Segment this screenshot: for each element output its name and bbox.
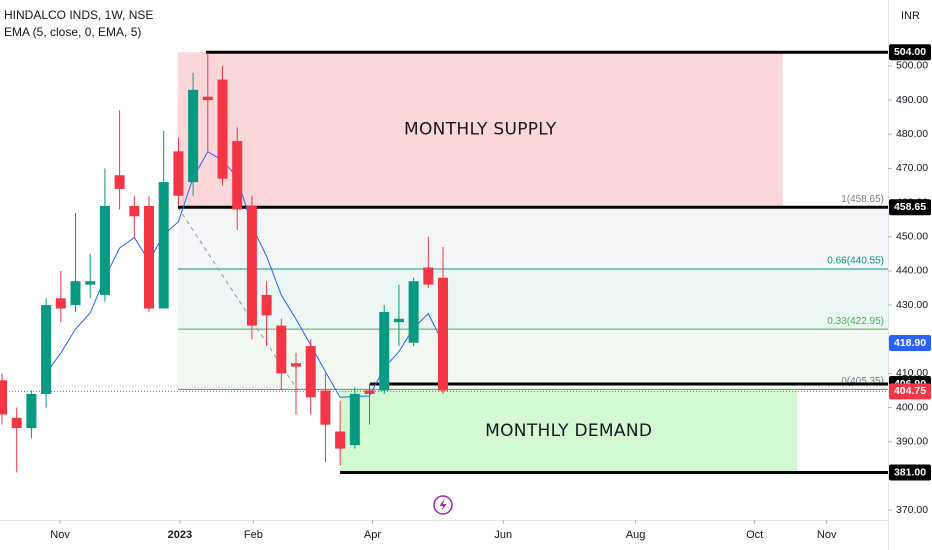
candle-body xyxy=(85,281,96,285)
fib-label: 0.33(422.95) xyxy=(827,316,884,327)
x-tick-label: Nov xyxy=(817,529,837,541)
x-tick-label: Feb xyxy=(244,529,263,541)
candle-body xyxy=(11,417,22,429)
icon-bolt[interactable] xyxy=(439,499,447,511)
plot: 1(458.65) 0.66(440.55) 0.33(422.95) 0(405.3… xyxy=(0,50,888,475)
price-label-box xyxy=(889,199,931,216)
y-tick-label: 490.00 xyxy=(896,94,928,106)
y-tick-label: 480.00 xyxy=(896,128,928,140)
candle-body xyxy=(202,96,213,101)
candle-body xyxy=(379,311,390,391)
candle-body xyxy=(26,393,37,429)
candle-body xyxy=(276,325,287,374)
fib-label: 0.66(440.55) xyxy=(827,256,884,267)
candle-body xyxy=(438,277,449,391)
price-label: 458.65 xyxy=(894,201,926,213)
candle-body xyxy=(129,206,140,217)
axis-unit: INR xyxy=(901,10,920,22)
candle-body xyxy=(114,175,125,189)
ema-line xyxy=(45,151,444,398)
zone-label: MONTHLY SUPPLY xyxy=(404,120,557,140)
y-tick-label: 500.00 xyxy=(896,60,928,72)
fib-fill xyxy=(177,207,888,270)
price-label-box xyxy=(889,464,931,481)
x-tick-label: Nov xyxy=(50,529,70,541)
y-tick-label: 450.00 xyxy=(896,231,928,243)
price-label: 404.75 xyxy=(894,385,926,397)
zone-label: MONTHLY DEMAND xyxy=(485,421,652,441)
y-tick-label: 430.00 xyxy=(896,299,928,311)
candle-body xyxy=(320,390,331,425)
candle-body xyxy=(261,294,272,316)
candle-body xyxy=(393,318,404,323)
candle-body xyxy=(173,151,184,196)
x-tick-label: 2023 xyxy=(168,529,192,541)
y-tick-label: 390.00 xyxy=(896,436,928,448)
candle-body xyxy=(246,206,257,326)
candle-body xyxy=(349,393,360,446)
candle-body xyxy=(232,141,243,210)
price-label: 504.00 xyxy=(894,46,926,58)
indicator-label: EMA (5, close, 0, EMA, 5) xyxy=(4,25,141,39)
price-label: 418.90 xyxy=(894,337,926,349)
lightning-icon[interactable] xyxy=(433,495,453,515)
candle-body xyxy=(335,431,346,449)
candle-body xyxy=(408,281,419,343)
x-tick-label: Aug xyxy=(626,529,646,541)
candle-body xyxy=(70,281,81,306)
candle-body xyxy=(364,390,375,394)
candle-body xyxy=(41,305,52,394)
y-tick-label: 370.00 xyxy=(896,504,928,516)
x-tick-label: Jun xyxy=(494,529,512,541)
price-label: 381.00 xyxy=(894,466,926,478)
price-label-box xyxy=(889,44,931,61)
fib-label: 0(405.35) xyxy=(841,376,884,387)
price-label-box xyxy=(889,335,931,352)
candle-body xyxy=(305,346,316,398)
y-tick-label: 470.00 xyxy=(896,162,928,174)
candle-body xyxy=(188,89,199,183)
candle-body xyxy=(144,206,155,309)
candle-body xyxy=(217,79,228,179)
candle-body xyxy=(99,206,110,295)
candle-body xyxy=(423,267,434,285)
fib-label: 1(458.65) xyxy=(841,194,884,205)
candle-body xyxy=(55,298,66,309)
candle-body xyxy=(291,363,302,367)
x-tick-label: Oct xyxy=(746,529,763,541)
chart-title: HINDALCO INDS, 1W, NSE xyxy=(4,8,153,22)
y-tick-label: 400.00 xyxy=(896,401,928,413)
fib-fill xyxy=(177,269,888,330)
zone xyxy=(340,389,798,473)
x-tick-label: Apr xyxy=(364,529,381,541)
price-label-box xyxy=(889,383,931,400)
candle-body xyxy=(0,380,7,415)
zone xyxy=(177,52,783,208)
candle-body xyxy=(158,182,169,309)
y-tick-label: 440.00 xyxy=(896,265,928,277)
